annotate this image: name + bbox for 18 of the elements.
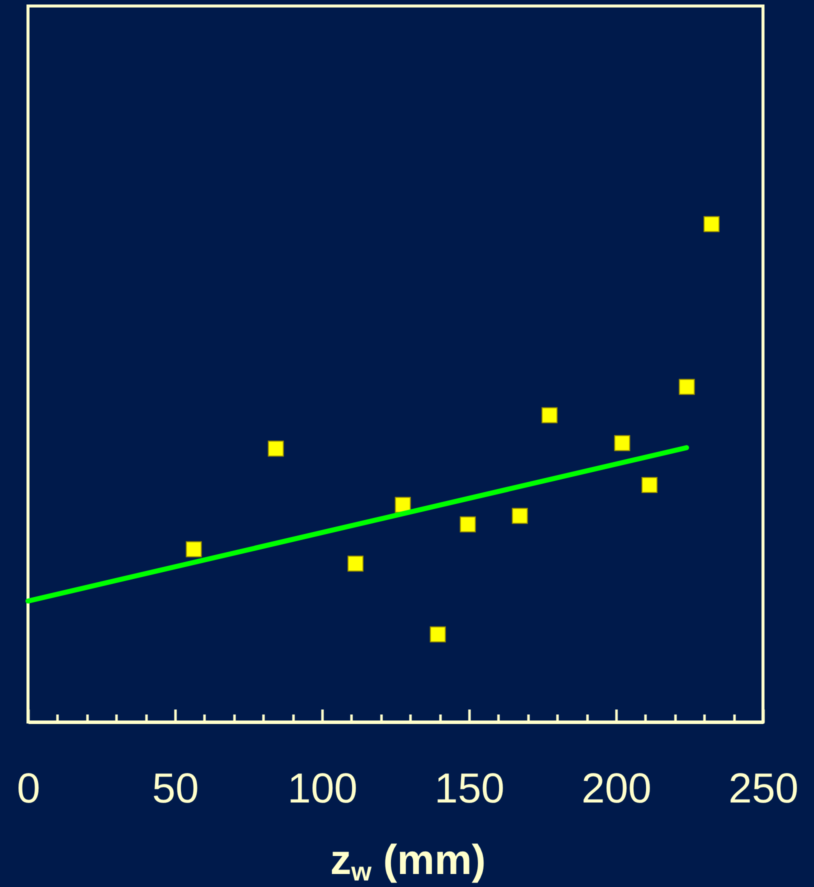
point xyxy=(542,407,558,424)
point xyxy=(430,626,446,642)
x-tick-label: 200 xyxy=(581,764,652,812)
point xyxy=(512,508,528,524)
point xyxy=(186,541,202,558)
x-axis-title: z$_{w}$ (mm) xyxy=(329,836,487,886)
point xyxy=(678,378,695,395)
point xyxy=(704,216,720,232)
x-tick-label: 150 xyxy=(434,764,505,812)
point xyxy=(348,556,364,572)
point xyxy=(614,435,630,452)
point xyxy=(460,516,476,532)
x-tick-label: 50 xyxy=(152,764,199,812)
point xyxy=(268,440,284,457)
point xyxy=(642,476,658,493)
x-tick-label: 100 xyxy=(287,764,358,812)
x-tick-label: 250 xyxy=(728,764,799,812)
x-tick-label: 0 xyxy=(16,764,40,812)
